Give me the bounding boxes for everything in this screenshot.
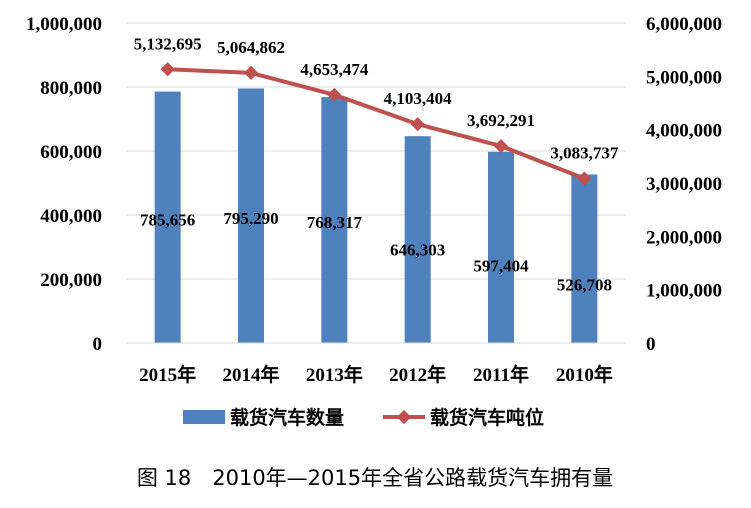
chart-title: 图 18 2010年—2015年全省公路载货汽车拥有量 — [137, 466, 613, 490]
line-marker — [160, 62, 175, 77]
line-series — [160, 62, 592, 186]
bar — [488, 151, 514, 343]
line-marker — [493, 139, 509, 154]
right-tick-label: 1,000,000 — [646, 281, 722, 302]
x-tick-label: 2013年 — [306, 363, 363, 386]
x-tick-label: 2011年 — [473, 363, 529, 386]
line-data-label: 4,103,404 — [384, 89, 453, 108]
left-tick-label: 0 — [93, 334, 103, 355]
legend-bar-label: 载货汽车数量 — [230, 406, 344, 429]
right-tick-label: 3,000,000 — [646, 174, 722, 195]
left-tick-label: 600,000 — [40, 142, 102, 163]
bar-data-label: 795,290 — [223, 209, 278, 228]
bar — [404, 136, 431, 343]
bar-data-label: 785,656 — [140, 210, 195, 229]
bar — [154, 91, 181, 343]
line-path — [167, 67, 586, 181]
legend: 载货汽车数量 载货汽车吨位 — [183, 406, 544, 429]
line-marker — [243, 65, 259, 80]
left-tick-label: 200,000 — [40, 270, 102, 291]
axes: 0 200,000 400,000 600,000 800,000 1,000,000 0 1… — [26, 14, 722, 386]
x-tick-label: 2010年 — [556, 363, 613, 386]
data-labels: 785,656 795,290 768,317 646,303 597,404 526,7… — [134, 34, 619, 294]
bar-data-label: 597,404 — [473, 256, 529, 275]
left-tick-label: 800,000 — [40, 78, 102, 99]
right-tick-label: 4,000,000 — [646, 121, 722, 142]
x-tick-label: 2015年 — [139, 363, 196, 386]
right-tick-label: 0 — [646, 334, 656, 355]
legend-line-marker — [396, 409, 412, 425]
bar — [321, 97, 348, 344]
bar-data-label: 526,708 — [557, 276, 612, 295]
bar-data-label: 646,303 — [390, 241, 445, 260]
line-data-label: 4,653,474 — [300, 60, 369, 79]
legend-bar-swatch — [183, 410, 225, 424]
right-tick-label: 6,000,000 — [646, 14, 722, 35]
bar — [571, 174, 598, 343]
legend-line-label: 载货汽车吨位 — [430, 406, 544, 429]
line-marker — [577, 171, 592, 186]
left-tick-label: 400,000 — [40, 206, 102, 227]
right-tick-label: 5,000,000 — [646, 67, 722, 88]
right-tick-label: 2,000,000 — [646, 227, 722, 248]
line-marker — [327, 87, 342, 102]
bar-series — [154, 88, 598, 344]
bar — [238, 88, 264, 343]
line-marker — [410, 117, 425, 132]
line-data-label: 5,064,862 — [217, 38, 285, 57]
left-tick-label: 1,000,000 — [26, 14, 102, 35]
bar-data-label: 768,317 — [307, 213, 363, 232]
line-data-label: 3,083,737 — [550, 144, 619, 163]
x-tick-label: 2014年 — [222, 363, 279, 386]
x-tick-label: 2012年 — [389, 363, 446, 386]
line-data-label: 5,132,695 — [134, 34, 202, 53]
gridlines — [126, 22, 626, 280]
line-data-label: 3,692,291 — [467, 111, 535, 130]
